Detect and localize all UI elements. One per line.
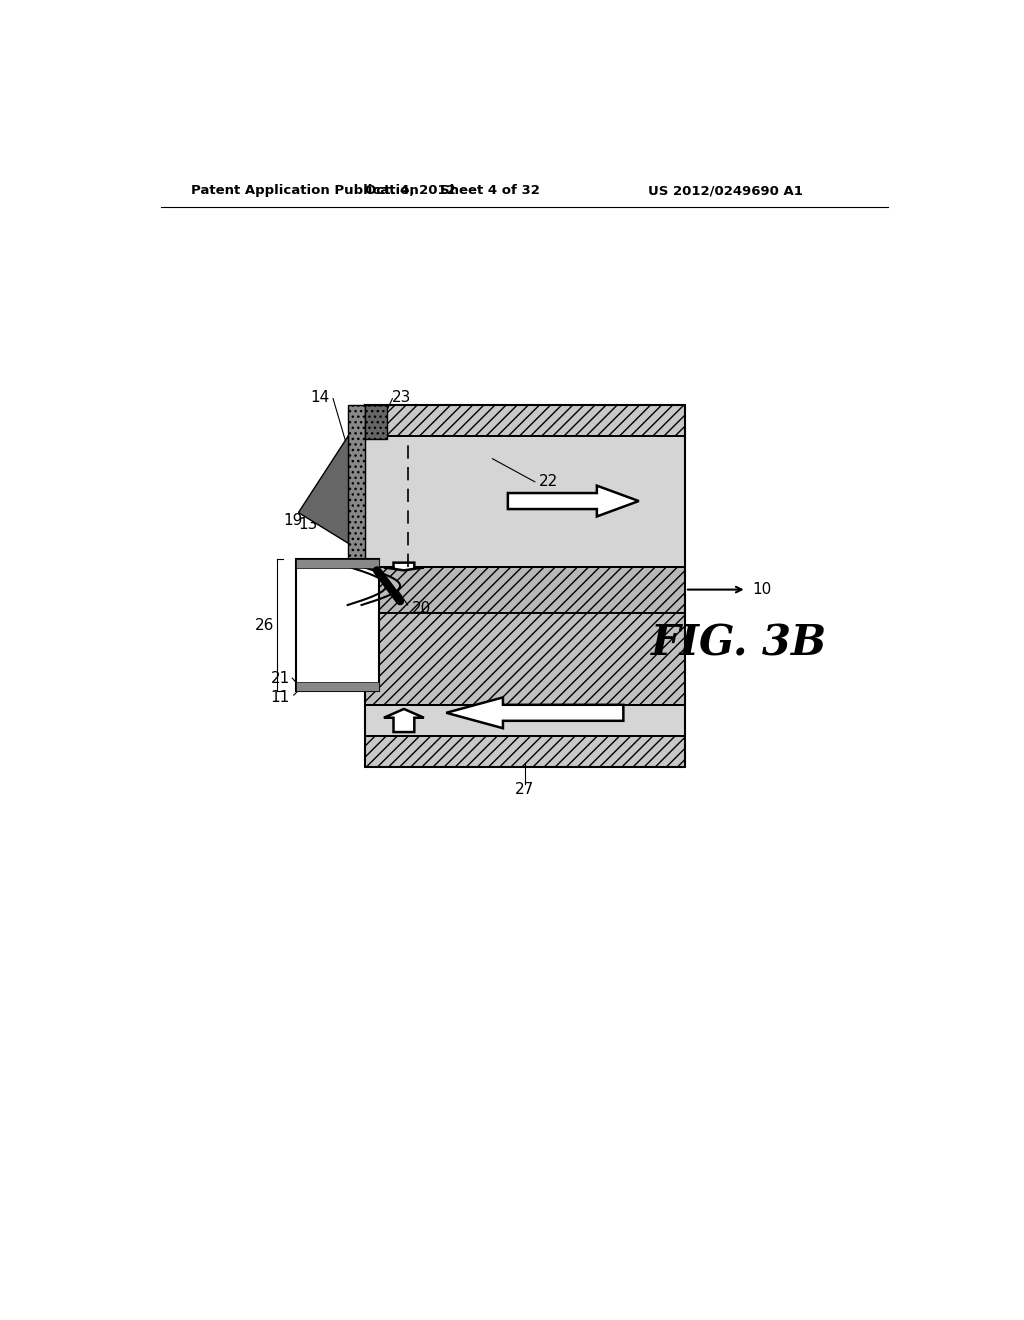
- Polygon shape: [298, 436, 348, 544]
- Bar: [366, 405, 387, 440]
- Text: FIG. 3B: FIG. 3B: [651, 623, 827, 664]
- Bar: [366, 705, 685, 737]
- Text: 13: 13: [298, 516, 317, 532]
- Bar: [296, 558, 379, 692]
- Bar: [366, 612, 685, 705]
- Text: 20: 20: [412, 602, 431, 616]
- Polygon shape: [384, 709, 424, 733]
- Text: 14: 14: [310, 389, 330, 405]
- Polygon shape: [384, 562, 424, 570]
- Text: 21: 21: [270, 671, 290, 685]
- Text: US 2012/0249690 A1: US 2012/0249690 A1: [648, 185, 803, 197]
- Bar: [296, 558, 379, 568]
- Bar: [366, 737, 685, 767]
- Polygon shape: [348, 566, 400, 605]
- Text: 18: 18: [328, 618, 346, 632]
- Bar: [366, 566, 685, 612]
- Polygon shape: [508, 486, 639, 516]
- Text: Patent Application Publication: Patent Application Publication: [190, 185, 419, 197]
- Text: Oct. 4, 2012: Oct. 4, 2012: [365, 185, 456, 197]
- Text: 27: 27: [515, 783, 535, 797]
- Bar: [366, 436, 685, 566]
- Polygon shape: [446, 697, 624, 729]
- Text: 22: 22: [539, 474, 558, 490]
- Text: 19: 19: [283, 512, 302, 528]
- Bar: [366, 405, 685, 436]
- Text: Sheet 4 of 32: Sheet 4 of 32: [440, 185, 540, 197]
- Text: 26: 26: [255, 618, 274, 632]
- Text: 12: 12: [295, 566, 313, 582]
- Text: 11: 11: [270, 690, 290, 705]
- Text: 23: 23: [392, 389, 412, 405]
- Bar: [296, 682, 379, 692]
- Bar: [348, 405, 366, 566]
- Text: 10: 10: [753, 582, 772, 597]
